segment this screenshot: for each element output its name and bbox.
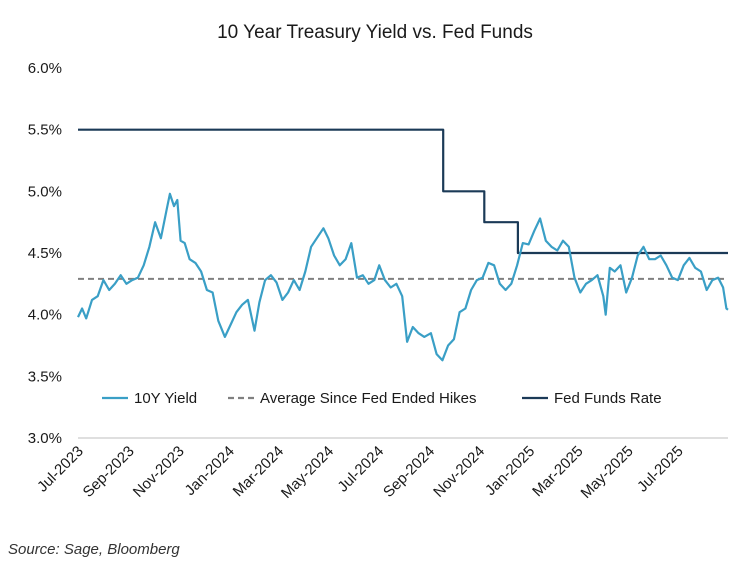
x-tick-label: May-2025 xyxy=(578,443,637,502)
x-tick-label: Jul-2025 xyxy=(634,443,687,496)
x-tick-label: Nov-2023 xyxy=(130,443,188,501)
fed-funds-rate-line xyxy=(78,128,728,255)
y-tick-label: 5.0% xyxy=(28,183,62,200)
x-tick-label: Jul-2023 xyxy=(34,443,87,496)
x-tick-label: Jan-2024 xyxy=(182,443,238,499)
x-axis: Jul-2023Sep-2023Nov-2023Jan-2024Mar-2024… xyxy=(34,437,728,502)
x-tick-label: Jan-2025 xyxy=(482,443,538,499)
plot-area xyxy=(77,128,729,362)
10y-yield-line xyxy=(77,192,729,362)
y-tick-label: 6.0% xyxy=(28,60,62,77)
y-tick-label: 3.0% xyxy=(28,430,62,447)
x-tick-label: Nov-2024 xyxy=(430,443,488,501)
legend-label: 10Y Yield xyxy=(134,390,197,407)
legend: 10Y Yield Average Since Fed Ended Hikes Fe… xyxy=(102,390,662,407)
source-note: Source: Sage, Bloomberg xyxy=(8,541,180,558)
x-tick-label: Sep-2024 xyxy=(380,443,438,501)
chart-title: 10 Year Treasury Yield vs. Fed Funds xyxy=(217,22,533,43)
y-axis: 3.0% 3.5% 4.0% 4.5% 5.0% 5.5% 6.0% xyxy=(28,60,62,447)
legend-label: Fed Funds Rate xyxy=(554,390,662,407)
y-tick-label: 5.5% xyxy=(28,122,62,139)
x-tick-label: May-2024 xyxy=(278,443,337,502)
y-tick-label: 4.0% xyxy=(28,307,62,324)
legend-label: Average Since Fed Ended Hikes xyxy=(260,390,477,407)
x-tick-label: Sep-2023 xyxy=(80,443,138,501)
x-tick-label: Jul-2024 xyxy=(334,443,387,496)
y-tick-label: 4.5% xyxy=(28,245,62,262)
y-tick-label: 3.5% xyxy=(28,368,62,385)
